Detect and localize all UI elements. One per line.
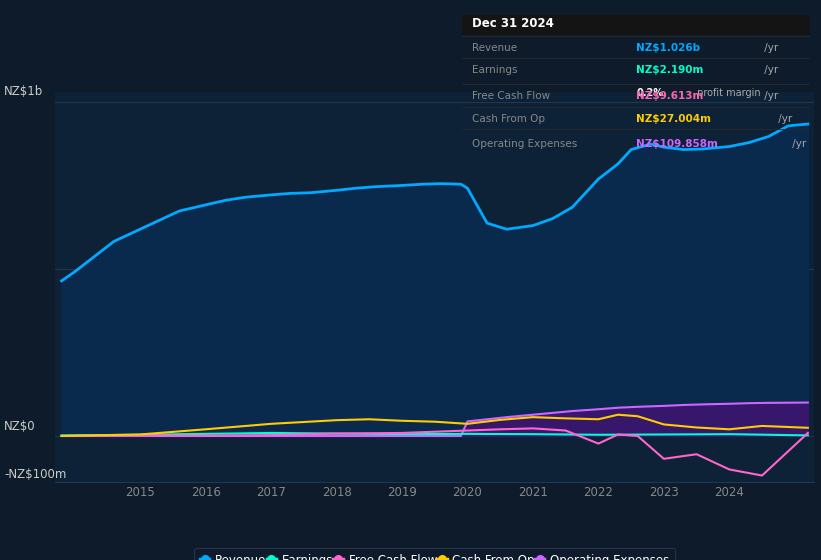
FancyBboxPatch shape: [462, 15, 810, 35]
Text: NZ$9.613m: NZ$9.613m: [636, 91, 704, 101]
Text: profit margin: profit margin: [695, 88, 761, 98]
Text: NZ$27.004m: NZ$27.004m: [636, 114, 711, 124]
Text: Earnings: Earnings: [472, 65, 518, 75]
Text: NZ$2.190m: NZ$2.190m: [636, 65, 704, 75]
Text: /yr: /yr: [761, 91, 778, 101]
Text: /yr: /yr: [761, 43, 778, 53]
Text: NZ$109.858m: NZ$109.858m: [636, 139, 718, 149]
Text: /yr: /yr: [775, 114, 792, 124]
Text: /yr: /yr: [789, 139, 806, 149]
Text: -NZ$100m: -NZ$100m: [4, 468, 67, 481]
Text: Revenue: Revenue: [472, 43, 517, 53]
Text: NZ$1b: NZ$1b: [4, 85, 44, 98]
Legend: Revenue, Earnings, Free Cash Flow, Cash From Op, Operating Expenses: Revenue, Earnings, Free Cash Flow, Cash …: [194, 548, 676, 560]
Text: /yr: /yr: [761, 65, 778, 75]
Text: Free Cash Flow: Free Cash Flow: [472, 91, 551, 101]
Text: 0.2%: 0.2%: [636, 88, 663, 98]
Text: NZ$0: NZ$0: [4, 420, 36, 433]
Text: Cash From Op: Cash From Op: [472, 114, 545, 124]
Text: Dec 31 2024: Dec 31 2024: [472, 17, 554, 30]
Text: NZ$1.026b: NZ$1.026b: [636, 43, 700, 53]
Text: Operating Expenses: Operating Expenses: [472, 139, 578, 149]
